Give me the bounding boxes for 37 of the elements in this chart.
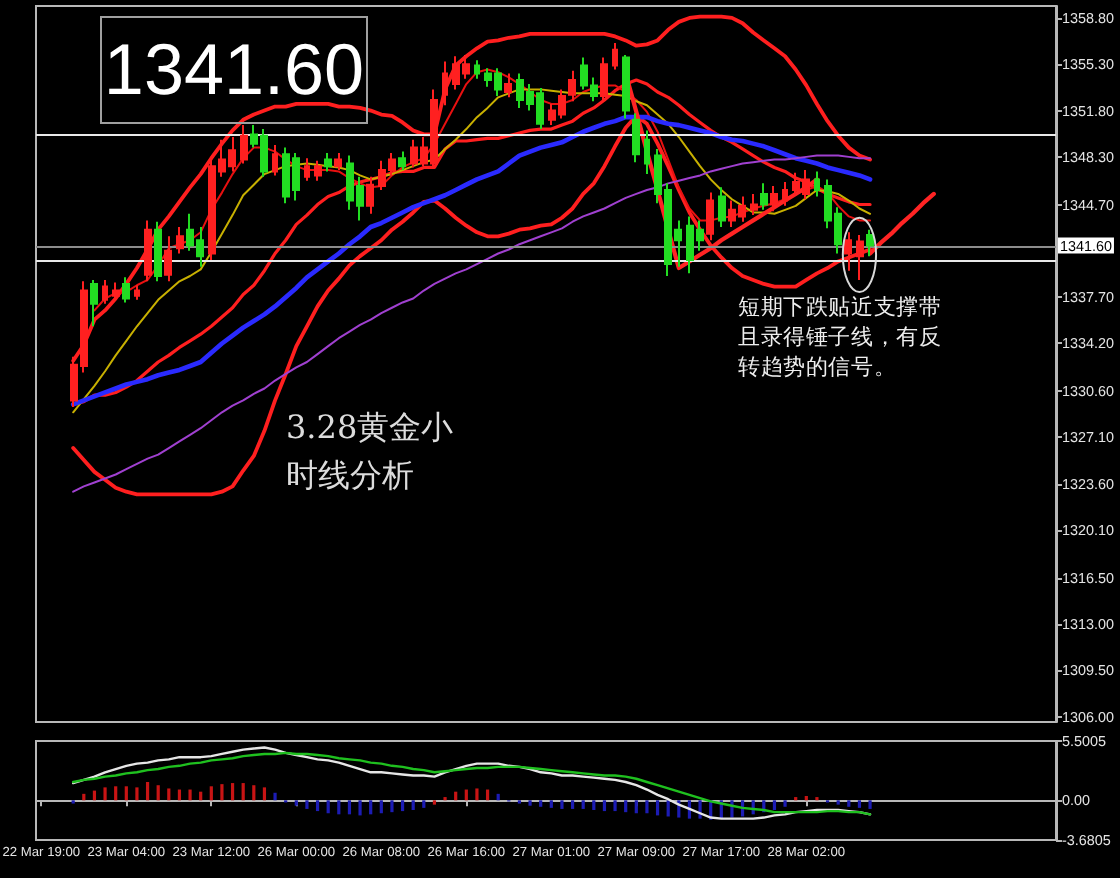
candlestick [718,186,726,229]
candlestick [866,228,874,258]
candlestick [164,235,172,283]
candlestick [112,281,120,301]
candlestick [750,192,758,217]
candlestick [612,42,618,71]
candlestick [844,231,852,272]
candlestick [366,175,374,215]
candlestick [856,233,864,281]
candlestick [154,220,162,283]
candlestick [324,151,332,173]
candlestick [102,278,108,305]
candlestick [474,59,480,80]
candlestick [504,72,512,99]
candlestick [272,143,278,177]
candlestick [632,112,640,164]
candlestick [706,191,714,242]
candlestick [90,278,98,328]
candlestick [134,284,140,301]
candlestick [398,150,406,172]
annotation: 1341.60 [100,16,368,124]
candlestick [644,129,650,176]
candlestick [770,184,778,213]
annotation: 短期下跌贴近支撑带且录得锤子线，有反转趋势的信号。 [738,292,944,382]
candlestick [122,276,130,304]
annotation: 3.28黄金小时线分析 [286,406,456,498]
candlestick [314,159,322,182]
candlestick [782,181,788,207]
candlestick [334,151,342,172]
candlestick [176,226,184,255]
candlestick [304,157,310,182]
candlestick [144,219,152,283]
candlestick [814,170,820,198]
candlestick [760,182,768,211]
candlestick [442,60,448,107]
candlestick [622,53,630,120]
candlestick [240,124,248,165]
